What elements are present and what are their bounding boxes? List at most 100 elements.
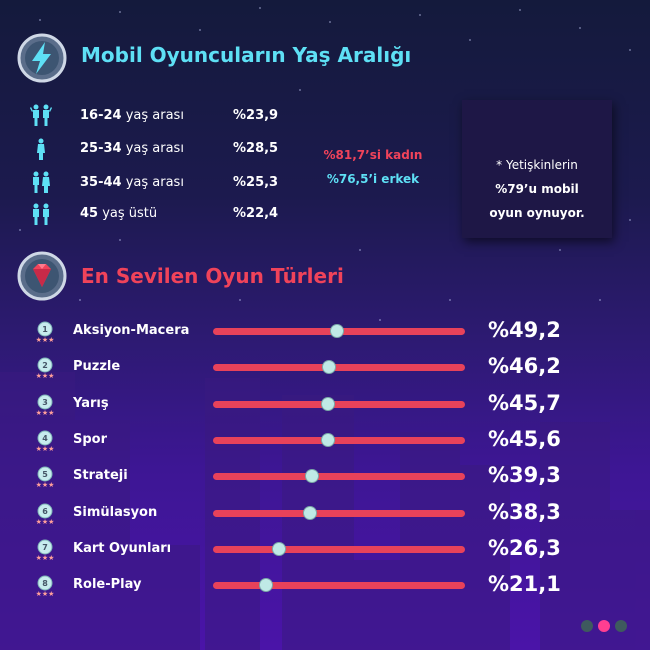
svg-text:6: 6 xyxy=(42,507,48,516)
pagination-dot-active[interactable] xyxy=(598,620,610,632)
svg-text:★★★: ★★★ xyxy=(36,518,55,525)
person-icon xyxy=(33,171,50,193)
star xyxy=(39,19,41,21)
age-percent: %25,3 xyxy=(233,175,279,190)
star xyxy=(519,9,521,11)
gem-icon xyxy=(17,251,67,301)
svg-text:1: 1 xyxy=(42,325,48,334)
star xyxy=(329,21,331,23)
women-stat: %81,7’si kadın xyxy=(323,148,423,162)
age-range-label: 25-34 yaş arası xyxy=(80,141,184,156)
men-stat: %76,5’i erkek xyxy=(326,172,420,186)
svg-text:4: 4 xyxy=(42,434,48,443)
genre-bar xyxy=(213,546,465,553)
pagination-dot[interactable] xyxy=(615,620,627,632)
svg-text:★★★: ★★★ xyxy=(36,445,55,452)
adults-note-card: * Yetişkinlerin %79’u mobil oyun oynuyor… xyxy=(462,100,612,238)
pagination-dot[interactable] xyxy=(581,620,593,632)
genre-value-marker xyxy=(321,397,336,411)
svg-text:3: 3 xyxy=(42,398,48,407)
genre-value-marker xyxy=(322,360,337,374)
person-icon xyxy=(33,203,49,225)
city-skyline xyxy=(0,372,650,650)
svg-text:★★★: ★★★ xyxy=(36,481,55,488)
genre-value-label: %46,2 xyxy=(488,354,561,378)
star xyxy=(399,59,401,61)
genre-value-label: %39,3 xyxy=(488,463,561,487)
genre-label: Role-Play xyxy=(73,577,142,592)
svg-text:★★★: ★★★ xyxy=(36,590,55,597)
star xyxy=(419,14,421,16)
star xyxy=(359,249,361,251)
rank-badge-icon: 6 ★★★ xyxy=(36,503,55,525)
star xyxy=(119,11,121,13)
star xyxy=(299,89,301,91)
genre-bar xyxy=(213,473,465,480)
genre-bar xyxy=(213,510,465,517)
rank-badge-icon: 4 ★★★ xyxy=(36,430,55,452)
genre-value-marker xyxy=(272,542,287,556)
genre-value-label: %26,3 xyxy=(488,536,561,560)
star xyxy=(469,39,471,41)
svg-text:★★★: ★★★ xyxy=(36,336,55,343)
star xyxy=(199,29,201,31)
rank-badge-icon: 5 ★★★ xyxy=(36,466,55,488)
age-percent: %22,4 xyxy=(233,206,279,221)
note-line-2: %79’u mobil xyxy=(495,182,579,196)
svg-text:★★★: ★★★ xyxy=(36,554,55,561)
genre-value-label: %38,3 xyxy=(488,500,561,524)
star xyxy=(119,239,121,241)
star xyxy=(599,299,601,301)
star xyxy=(259,7,261,9)
rank-badge-icon: 3 ★★★ xyxy=(36,394,55,416)
svg-text:★★★: ★★★ xyxy=(36,409,55,416)
genre-label: Spor xyxy=(73,432,108,447)
genre-label: Strateji xyxy=(73,468,128,483)
svg-text:★★★: ★★★ xyxy=(36,372,55,379)
svg-text:5: 5 xyxy=(42,470,48,479)
genre-bar xyxy=(213,401,465,408)
age-percent: %28,5 xyxy=(233,141,279,156)
genre-value-marker xyxy=(329,324,344,338)
star xyxy=(519,329,521,331)
genre-label: Kart Oyunları xyxy=(73,541,172,556)
genre-section-title: En Sevilen Oyun Türleri xyxy=(81,264,344,288)
svg-text:7: 7 xyxy=(42,543,48,552)
star xyxy=(449,299,451,301)
rank-badge-icon: 7 ★★★ xyxy=(36,539,55,561)
star xyxy=(79,299,81,301)
lightning-icon xyxy=(17,33,67,83)
svg-text:8: 8 xyxy=(42,579,48,588)
person-icon xyxy=(30,104,52,126)
star xyxy=(19,229,21,231)
note-line-3: oyun oynuyor. xyxy=(489,206,585,220)
rank-badge-icon: 1 ★★★ xyxy=(36,321,55,343)
genre-label: Aksiyon-Macera xyxy=(73,323,190,338)
genre-bar xyxy=(213,582,465,589)
rank-badge-icon: 8 ★★★ xyxy=(36,575,55,597)
genre-value-marker xyxy=(320,433,335,447)
note-line-1: * Yetişkinlerin xyxy=(496,158,578,172)
svg-text:2: 2 xyxy=(42,361,48,370)
age-range-label: 45 yaş üstü xyxy=(80,206,158,221)
genre-value-marker xyxy=(305,469,320,483)
age-percent: %23,9 xyxy=(233,108,279,123)
star xyxy=(379,319,381,321)
genre-bar xyxy=(213,437,465,444)
genre-value-marker xyxy=(259,578,274,592)
genre-value-label: %45,7 xyxy=(488,391,561,415)
genre-label: Puzzle xyxy=(73,359,121,374)
age-range-label: 16-24 yaş arası xyxy=(80,108,184,123)
genre-value-label: %49,2 xyxy=(488,318,561,342)
rank-badge-icon: 2 ★★★ xyxy=(36,357,55,379)
genre-label: Simülasyon xyxy=(73,505,158,520)
genre-value-label: %45,6 xyxy=(488,427,561,451)
star xyxy=(629,49,631,51)
genre-label: Yarış xyxy=(73,396,109,411)
genre-value-label: %21,1 xyxy=(488,572,561,596)
star xyxy=(239,299,241,301)
person-icon xyxy=(37,138,45,160)
genre-value-marker xyxy=(302,506,317,520)
age-range-label: 35-44 yaş arası xyxy=(80,175,184,190)
